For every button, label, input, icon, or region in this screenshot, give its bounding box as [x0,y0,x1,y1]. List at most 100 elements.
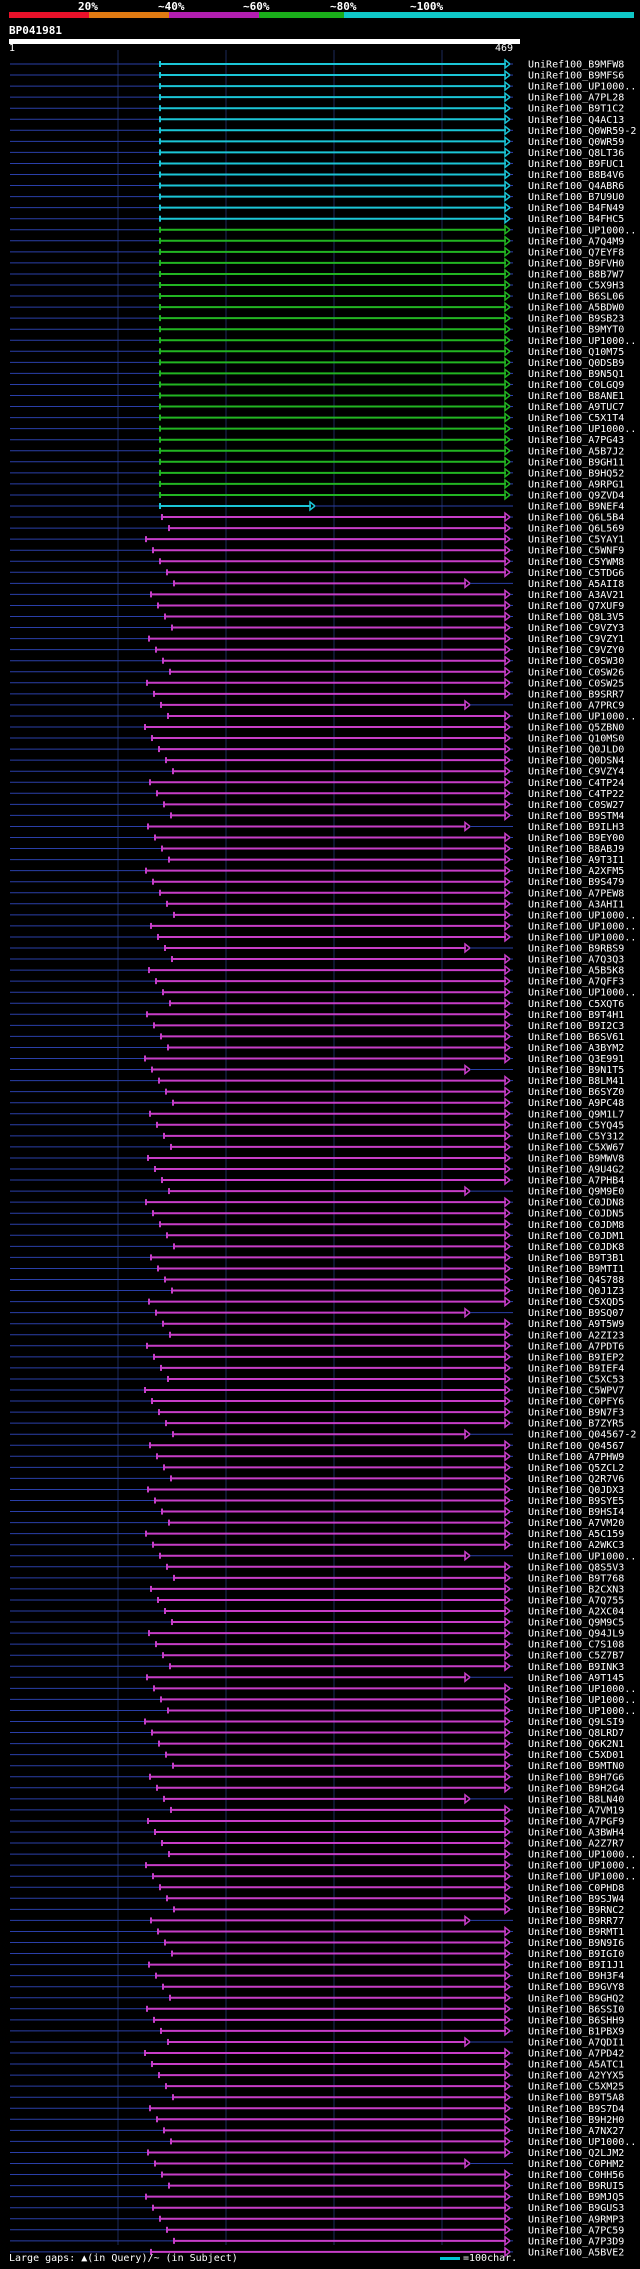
hit-label: UniRef100_A3BWH4 [528,1828,624,1839]
hit-end-arrow [504,1318,512,1330]
hit-label: UniRef100_B9T3B1 [528,1253,624,1264]
hit-end-arrow [504,1583,512,1595]
hit-label: UniRef100_B8LM41 [528,1076,624,1087]
hit-label: UniRef100_Q9ZVD4 [528,490,624,501]
hit-end-arrow [504,1660,512,1672]
hit-label: UniRef100_A7VM19 [528,1805,624,1816]
hit-end-arrow [504,544,512,556]
hit-label: UniRef100_A3AV21 [528,590,624,601]
hit-end-arrow [504,754,512,766]
hit-label: UniRef100_Q4ABR6 [528,181,624,192]
hit-label: UniRef100_C0JDN8 [528,1198,624,1209]
hit-label: UniRef100_UP1000.. [528,1695,636,1706]
hit-end-arrow [504,1152,512,1164]
legend-bar-green [259,12,344,18]
legend-label-80: ~80% [330,0,357,13]
hit-label: UniRef100_C9VZY4 [528,767,624,778]
hit-end-arrow [504,2047,512,2059]
hit-label: UniRef100_B9HSI4 [528,1507,624,1518]
hit-label: UniRef100_Q2LJM2 [528,2148,624,2159]
hit-label: UniRef100_UP1000.. [528,988,636,999]
hit-end-arrow [504,1450,512,1462]
hit-label: UniRef100_B9MTI1 [528,1264,624,1275]
hit-end-arrow [504,1505,512,1518]
hit-end-arrow [504,434,512,446]
hit-label: UniRef100_C9VZY1 [528,634,624,645]
hit-label: UniRef100_UP1000.. [528,910,636,921]
hit-end-arrow [504,1439,512,1451]
hit-end-arrow [504,1251,512,1263]
hit-label: UniRef100_A9T145 [528,1673,624,1684]
hit-label: UniRef100_A7PC59 [528,2225,624,2236]
hit-end-arrow [464,2036,472,2048]
hit-end-arrow [504,1638,512,1650]
hit-end-arrow [504,1229,512,1241]
hit-end-arrow [504,1715,512,1728]
hit-end-arrow [504,1174,512,1186]
hit-end-arrow [504,1627,512,1639]
hit-label: UniRef100_Q2R7V6 [528,1474,624,1485]
hit-end-arrow [464,1063,472,1076]
hit-end-arrow [504,1097,512,1109]
hit-label: UniRef100_UP1000.. [528,1684,636,1695]
hit-end-arrow [504,1815,512,1827]
hit-label: UniRef100_A3AHI1 [528,899,624,910]
hit-label: UniRef100_C5Y312 [528,1131,624,1142]
hit-label: UniRef100_A7VM20 [528,1518,624,1529]
hit-label: UniRef100_B9SYE5 [528,1496,624,1507]
hit-end-arrow [504,2146,512,2159]
hit-end-arrow [504,1528,512,1540]
hit-label: UniRef100_A9RPG1 [528,479,624,490]
hit-end-arrow [504,986,512,998]
hit-label: UniRef100_C5Z7B7 [528,1651,624,1662]
hit-label: UniRef100_A5BDW0 [528,303,624,314]
hit-label: UniRef100_C4TP24 [528,778,624,789]
hit-label: UniRef100_C0PHM2 [528,2159,624,2170]
hit-end-arrow [504,555,512,567]
hit-end-arrow [504,202,512,214]
hit-end-arrow [504,2014,512,2026]
hit-label: UniRef100_Q9M9E0 [528,1187,624,1198]
hit-end-arrow [464,1307,472,1319]
hit-end-arrow [504,1417,512,1429]
hit-label: UniRef100_C5YWM8 [528,557,624,568]
hit-label: UniRef100_UP1000.. [528,1850,636,1861]
hit-end-arrow [504,1970,512,1982]
hit-label: UniRef100_A2YYX5 [528,2071,624,2082]
hit-end-arrow [504,787,512,799]
hit-end-arrow [504,1981,512,1993]
hit-end-arrow [504,1075,512,1087]
hit-label: UniRef100_A5B7J2 [528,446,624,457]
hit-end-arrow [504,1539,512,1551]
legend-bar-red [9,12,89,18]
hit-label: UniRef100_A7PL28 [528,93,624,104]
hit-label: UniRef100_B9EY00 [528,833,624,844]
hit-end-arrow [504,423,512,435]
hit-end-arrow [504,511,512,523]
hit-label: UniRef100_B9MJQ5 [528,2192,624,2203]
hit-label: UniRef100_B2CXN3 [528,1584,624,1595]
hit-end-arrow [504,1760,512,1772]
hit-label: UniRef100_B9IGI0 [528,1949,624,1960]
hit-end-arrow [504,445,512,457]
hit-end-arrow [504,765,512,777]
hit-label: UniRef100_B9INK3 [528,1662,624,1673]
hit-label: UniRef100_Q94JL9 [528,1629,624,1640]
hit-label: UniRef100_Q0WR59-2 [528,126,636,137]
hit-end-arrow [504,621,512,634]
hit-label: UniRef100_B6SHH9 [528,2015,624,2026]
hit-label: UniRef100_A7PGF9 [528,1816,624,1827]
hit-end-arrow [504,1682,512,1694]
hit-end-arrow [504,1517,512,1529]
hit-end-arrow [504,732,512,744]
hit-end-arrow [504,677,512,689]
hit-label: UniRef100_UP1000.. [528,921,636,932]
hit-label: UniRef100_B8ABJ9 [528,844,624,855]
query-start: 1 [9,43,16,54]
hit-label: UniRef100_B9GH11 [528,457,624,468]
hit-end-arrow [504,1771,512,1783]
hit-end-arrow [504,1351,512,1363]
hit-end-arrow [504,666,512,678]
hit-label: UniRef100_C4TP22 [528,789,624,800]
hit-label: UniRef100_Q10MS0 [528,734,624,745]
